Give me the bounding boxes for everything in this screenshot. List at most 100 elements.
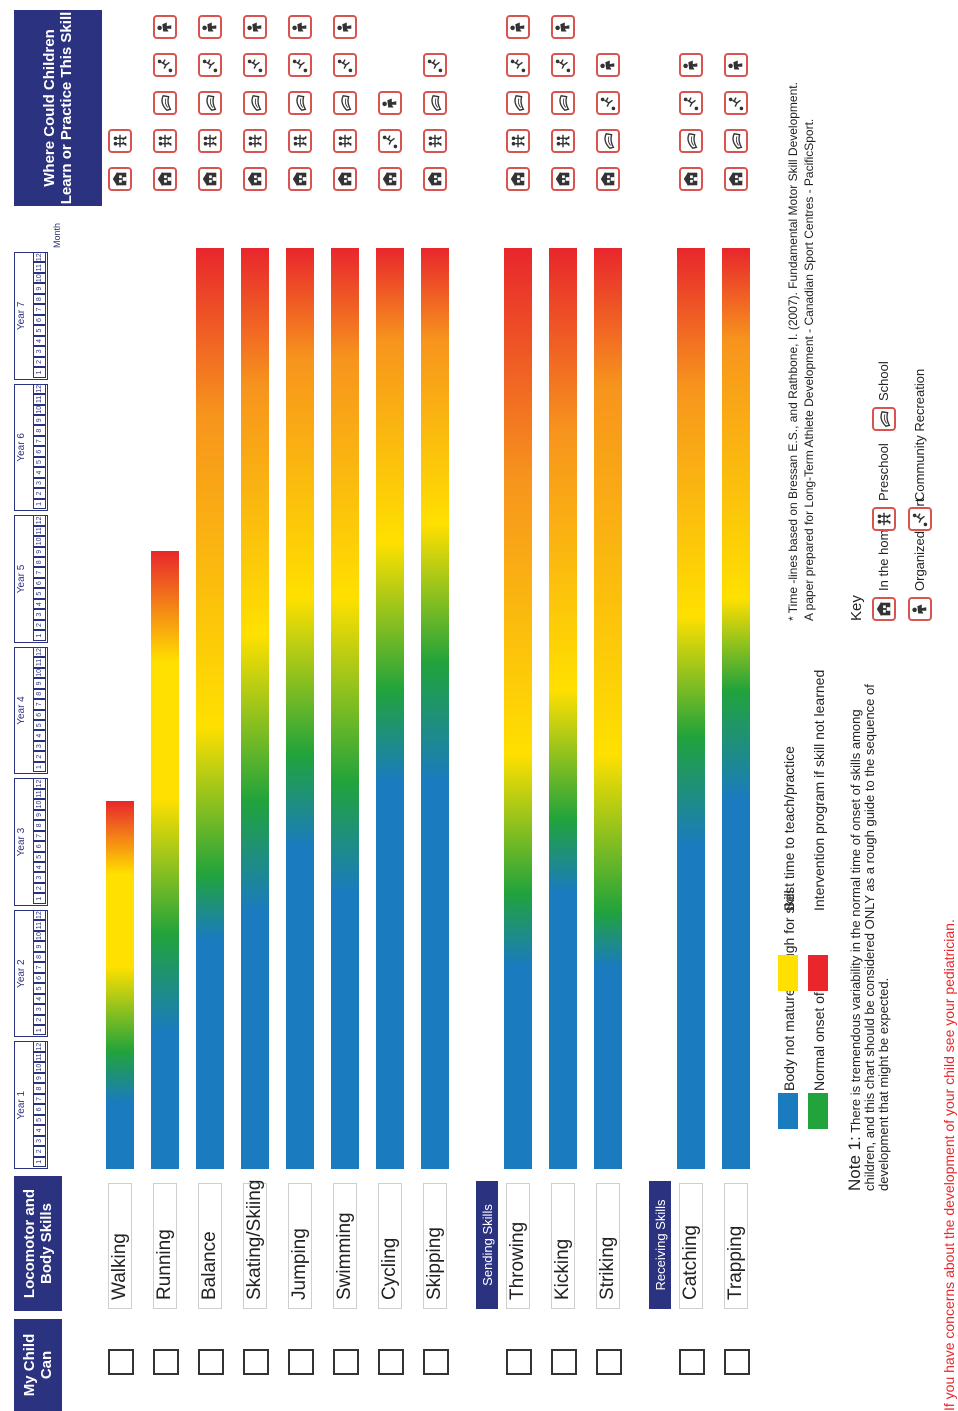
skill-timeline-bar [421, 248, 449, 1169]
organized-sport-icon [679, 53, 703, 77]
community-recreation-icon [724, 91, 748, 115]
month-cell: 9 [33, 546, 46, 558]
month-cell: 6 [33, 577, 46, 589]
skill-checkbox[interactable] [551, 1349, 577, 1375]
year-label: Year 4 [16, 696, 27, 725]
key-label: School [876, 361, 891, 401]
month-cell: 1 [33, 1024, 46, 1036]
skill-timeline-bar [376, 248, 404, 1169]
skill-timeline-bar [331, 248, 359, 1169]
month-cell: 10 [33, 404, 46, 415]
month-cell: 4 [33, 467, 46, 478]
skill-checkbox[interactable] [378, 1349, 404, 1375]
organized-sport-icon [243, 15, 267, 39]
month-cell: 5 [33, 456, 46, 468]
in-the-home-icon [872, 597, 896, 621]
skill-checkbox[interactable] [423, 1349, 449, 1375]
skill-label: Skating/Skiing [243, 1180, 267, 1309]
organized-sport-icon [288, 15, 312, 39]
year-header: Year 2 1 2 3 4 5 6 7 8 9 10 11 12 [14, 909, 48, 1038]
header-my-child-can: My Child Can [14, 1319, 62, 1411]
section-header: Sending Skills [476, 1181, 498, 1309]
skill-timeline-bar [106, 800, 134, 1169]
month-cell: 3 [33, 740, 46, 752]
skill-checkbox[interactable] [724, 1349, 750, 1375]
organized-sport-icon [596, 53, 620, 77]
skill-label: Cycling [378, 1183, 402, 1309]
section-header: Receiving Skills [649, 1181, 671, 1309]
skill-checkbox[interactable] [198, 1349, 224, 1375]
preschool-icon [506, 129, 530, 153]
year-header: Year 4 1 2 3 4 5 6 7 8 9 10 11 12 [14, 646, 48, 775]
credits-line-1: * Time -lines based on Bressan E.S., and… [786, 82, 800, 621]
month-cell: 11 [33, 394, 46, 405]
school-icon [506, 91, 530, 115]
organized-sport-icon [506, 15, 530, 39]
month-cell: 9 [33, 809, 46, 821]
month-cell: 9 [33, 283, 46, 294]
month-cell: 8 [33, 820, 46, 831]
month-cell: 6 [33, 841, 46, 852]
skill-checkbox[interactable] [108, 1349, 134, 1375]
skill-checkbox[interactable] [596, 1349, 622, 1375]
year-header: Year 1 1 2 3 4 5 6 7 8 9 10 11 12 [14, 1041, 48, 1169]
community-recreation-icon [506, 53, 530, 77]
month-cell: 7 [33, 435, 46, 447]
credits-line-2: A paper prepared for Long-Term Athlete D… [802, 118, 816, 621]
preschool-icon [288, 129, 312, 153]
school-icon [679, 129, 703, 153]
month-cell: 6 [33, 709, 46, 720]
in-the-home-icon [288, 167, 312, 191]
month-cell: 2 [33, 619, 46, 631]
month-cell: 7 [33, 962, 46, 973]
month-cell: 8 [33, 557, 46, 568]
year-header: Year 6 1 2 3 4 5 6 7 8 9 10 11 12 [14, 383, 48, 512]
month-cell: 1 [33, 498, 46, 510]
skill-label: Striking [596, 1183, 620, 1309]
month-cell: 5 [33, 1114, 46, 1126]
legend-swatch-green [808, 1093, 828, 1129]
skill-checkbox[interactable] [333, 1349, 359, 1375]
in-the-home-icon [551, 167, 575, 191]
community-recreation-icon [596, 91, 620, 115]
month-cell: 9 [33, 1072, 46, 1084]
skill-label: Running [153, 1183, 177, 1309]
month-cell: 10 [33, 667, 46, 679]
month-cell: 5 [33, 588, 46, 599]
month-cell: 9 [33, 678, 46, 689]
in-the-home-icon [153, 167, 177, 191]
month-cell: 9 [33, 415, 46, 426]
skill-checkbox[interactable] [679, 1349, 705, 1375]
organized-sport-icon [724, 53, 748, 77]
organized-sport-icon [551, 15, 575, 39]
month-cell: 4 [33, 1125, 46, 1136]
community-recreation-icon [551, 53, 575, 77]
month-cell: 5 [33, 720, 46, 731]
month-cell: 10 [33, 536, 46, 547]
month-cell: 8 [33, 293, 46, 305]
month-cell: 5 [33, 325, 46, 336]
skill-label: Walking [108, 1183, 132, 1309]
skill-timeline-bar [722, 248, 750, 1169]
organized-sport-icon [333, 15, 357, 39]
month-cell: 12 [33, 383, 46, 395]
in-the-home-icon [596, 167, 620, 191]
month-cell: 7 [33, 304, 46, 315]
year-label: Year 6 [16, 433, 27, 462]
skill-checkbox[interactable] [288, 1349, 314, 1375]
month-cell: 3 [33, 1135, 46, 1147]
skill-timeline-bar [677, 248, 705, 1169]
skill-checkbox[interactable] [506, 1349, 532, 1375]
year-label: Year 1 [16, 1090, 27, 1120]
year-header: Year 7 1 2 3 4 5 6 7 8 9 10 11 12 [14, 252, 48, 380]
month-cell: 10 [33, 930, 46, 942]
month-cell: 4 [33, 862, 46, 873]
school-icon [198, 91, 222, 115]
month-cell: 11 [33, 1051, 46, 1063]
month-cell: 10 [33, 272, 46, 284]
skill-checkbox[interactable] [153, 1349, 179, 1375]
in-the-home-icon [198, 167, 222, 191]
skill-checkbox[interactable] [243, 1349, 269, 1375]
